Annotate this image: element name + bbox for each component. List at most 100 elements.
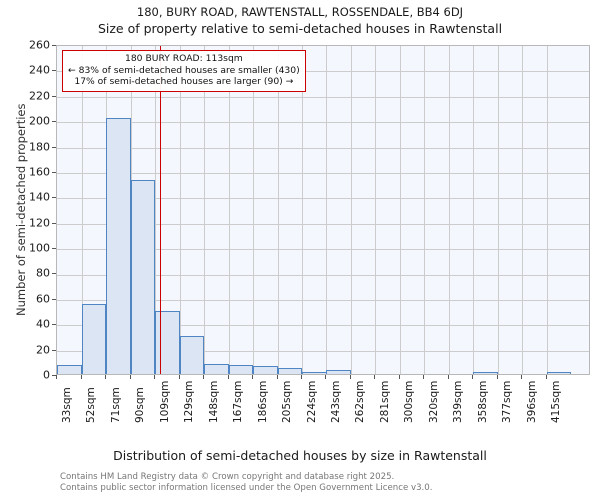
annotation-line-1: 180 BURY ROAD: 113sqm <box>124 53 243 64</box>
gridline-horizontal <box>57 274 589 276</box>
y-axis-tick-label: 240 <box>29 63 50 77</box>
x-axis-tick-label: 71sqm <box>109 387 122 423</box>
histogram-bar <box>253 366 278 374</box>
gridline-vertical <box>228 46 230 374</box>
annotation-callout: 180 BURY ROAD: 113sqm ← 83% of semi-deta… <box>62 50 306 92</box>
x-axis-tick-mark <box>349 375 351 379</box>
histogram-bar <box>228 365 253 374</box>
y-axis-tick-label: 180 <box>29 140 50 154</box>
gridline-vertical <box>302 46 303 374</box>
histogram-bar <box>130 179 155 374</box>
y-axis-tick-mark <box>52 95 56 97</box>
y-axis-tick-mark <box>52 197 56 199</box>
footer-attribution: Contains HM Land Registry data © Crown c… <box>60 472 432 494</box>
y-axis-tick-label: 200 <box>29 114 50 128</box>
x-axis-tick-label: 339sqm <box>452 380 465 423</box>
property-marker-line <box>159 46 162 374</box>
x-axis-tick-label: 148sqm <box>207 380 220 423</box>
gridline-vertical <box>253 46 254 374</box>
y-axis-tick-mark <box>52 375 56 376</box>
x-axis-tick-mark <box>301 375 302 379</box>
y-axis-tick-label: 140 <box>29 190 50 204</box>
footer-line-2: Contains public sector information licen… <box>60 483 433 493</box>
y-axis-tick-mark <box>52 324 56 326</box>
x-axis-tick-mark <box>472 375 474 379</box>
y-axis-tick-label: 60 <box>36 292 50 306</box>
gridline-vertical <box>81 46 83 374</box>
x-axis-tick-mark <box>276 375 278 379</box>
y-axis-tick-mark <box>52 248 56 250</box>
y-axis-label: Number of semi-detached properties <box>14 103 28 316</box>
histogram-bar <box>179 335 204 374</box>
y-axis-tick-mark <box>52 45 56 46</box>
x-axis-tick-mark <box>203 375 204 379</box>
y-axis-tick-label: 0 <box>43 368 50 382</box>
x-axis-tick-mark <box>178 375 180 379</box>
y-axis-tick-mark <box>52 349 56 351</box>
gridline-horizontal <box>57 122 589 124</box>
y-axis-tick-label: 20 <box>36 343 50 357</box>
page-title: 180, BURY ROAD, RAWTENSTALL, ROSSENDALE,… <box>136 5 464 19</box>
gridline-vertical <box>522 46 524 374</box>
histogram-bar <box>106 117 131 374</box>
x-axis-tick-mark <box>252 375 253 379</box>
y-axis-tick-label: 160 <box>29 165 50 179</box>
x-axis-tick-label: 167sqm <box>232 380 244 423</box>
gridline-vertical <box>448 46 450 374</box>
histogram-bar <box>57 365 82 374</box>
gridline-horizontal <box>57 299 589 301</box>
chart-subtitle: Size of property relative to semi-detach… <box>97 21 503 36</box>
x-axis-tick-label: 52sqm <box>85 387 97 423</box>
x-axis-tick-mark <box>447 375 449 379</box>
x-axis-tick-mark <box>56 375 57 379</box>
x-axis-tick-label: 33sqm <box>60 387 73 423</box>
annotation-line-2: ← 83% of semi-detached houses are smalle… <box>68 64 300 76</box>
x-axis-tick-mark <box>374 375 376 379</box>
x-axis-tick-label: 262sqm <box>354 380 367 423</box>
plot-area <box>56 45 590 375</box>
x-axis-tick-label: 281sqm <box>378 380 391 423</box>
y-axis-tick-mark <box>52 70 56 72</box>
gridline-vertical <box>350 46 352 374</box>
gridline-vertical <box>399 46 401 374</box>
y-axis-tick-label: 100 <box>29 241 50 255</box>
x-axis-tick-label: 358sqm <box>476 380 489 423</box>
gridline-vertical <box>179 46 181 374</box>
x-axis-tick-mark <box>545 375 547 379</box>
gridline-vertical <box>473 46 475 374</box>
gridline-vertical <box>326 46 328 374</box>
x-axis-label: Distribution of semi-detached houses by … <box>113 448 487 463</box>
gridline-horizontal <box>57 198 589 200</box>
y-axis-tick-label: 40 <box>36 317 50 331</box>
gridline-horizontal <box>57 325 589 327</box>
gridline-horizontal <box>57 96 589 98</box>
gridline-horizontal <box>57 172 589 174</box>
histogram-bar <box>81 304 106 374</box>
x-axis-tick-label: 205sqm <box>281 380 293 423</box>
y-axis-tick-mark <box>52 222 56 224</box>
gridline-horizontal <box>57 249 589 251</box>
y-axis-tick-mark <box>52 273 56 275</box>
x-axis-tick-label: 243sqm <box>329 380 342 423</box>
x-axis-tick-label: 224sqm <box>305 380 318 423</box>
y-axis-tick-label: 260 <box>29 38 50 52</box>
gridline-horizontal <box>57 147 589 149</box>
y-axis-tick-mark <box>52 298 56 300</box>
x-axis-tick-mark <box>80 375 82 379</box>
gridline-horizontal <box>57 71 589 73</box>
x-axis-tick-mark <box>105 375 106 379</box>
gridline-vertical <box>375 46 377 374</box>
footer-line-1: Contains HM Land Registry data © Crown c… <box>60 472 395 482</box>
x-axis-tick-mark <box>423 375 425 379</box>
x-axis-tick-label: 415sqm <box>550 380 563 423</box>
gridline-vertical <box>497 46 499 374</box>
chart-title-block: 180, BURY ROAD, RAWTENSTALL, ROSSENDALE,… <box>0 4 600 38</box>
gridline-vertical <box>204 46 205 374</box>
y-axis-tick-mark <box>52 146 56 148</box>
y-axis-tick-mark <box>52 121 56 123</box>
x-axis-tick-label: 396sqm <box>525 380 538 423</box>
y-axis-tick-label: 220 <box>29 89 50 103</box>
x-axis-tick-mark <box>325 375 327 379</box>
gridline-horizontal <box>57 223 589 225</box>
